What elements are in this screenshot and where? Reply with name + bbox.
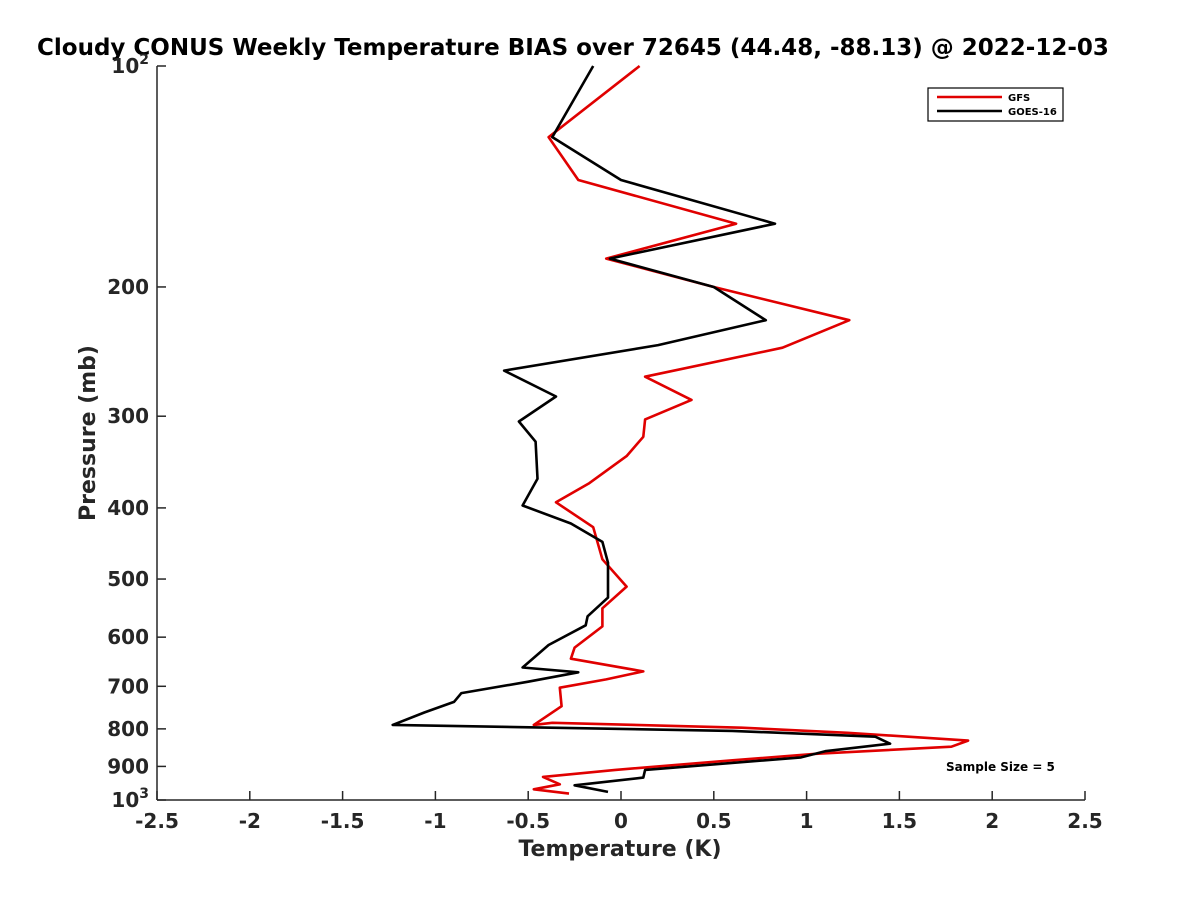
legend-label-gfs: GFS <box>1008 93 1030 104</box>
x-tick-label: 0 <box>614 809 628 833</box>
x-tick-label: 0.5 <box>696 809 731 833</box>
chart-title: Cloudy CONUS Weekly Temperature BIAS ove… <box>37 35 1109 61</box>
y-tick-label: 103 <box>111 786 149 812</box>
y-tick-label: 300 <box>107 404 149 428</box>
x-tick-label: 1 <box>800 809 814 833</box>
series-layer <box>391 64 970 795</box>
y-tick-label: 900 <box>107 754 149 778</box>
y-tick-label: 102 <box>111 52 149 78</box>
x-tick-label: -1 <box>424 809 446 833</box>
x-tick-label: -1.5 <box>321 809 365 833</box>
y-tick-label: 400 <box>107 496 149 520</box>
series-line-gfs <box>532 64 970 795</box>
y-tick-label: 500 <box>107 567 149 591</box>
legend-box <box>927 87 1064 122</box>
x-tick-label: 1.5 <box>882 809 917 833</box>
x-tick-label: -2 <box>239 809 261 833</box>
x-tick-label: -0.5 <box>506 809 550 833</box>
series-line-goes16 <box>391 65 892 794</box>
y-axis-label: Pressure (mb) <box>76 345 101 521</box>
axes-layer: -2.5 -2 -1.5 -1 -0.5 0 0.5 1 1.5 2 2.5 102 200 300 400… <box>107 52 1102 833</box>
legend: GFS GOES-16 <box>927 87 1064 122</box>
x-tick-label: -2.5 <box>135 809 179 833</box>
x-tick-label: 2.5 <box>1067 809 1102 833</box>
sample-size-annotation: Sample Size = 5 <box>946 760 1055 774</box>
y-tick-label: 200 <box>107 275 149 299</box>
x-axis-label: Temperature (K) <box>518 837 721 862</box>
y-tick-label: 600 <box>107 625 149 649</box>
x-tick-label: 2 <box>985 809 999 833</box>
y-tick-label: 800 <box>107 717 149 741</box>
legend-label-goes16: GOES-16 <box>1008 107 1057 118</box>
y-tick-label: 700 <box>107 674 149 698</box>
